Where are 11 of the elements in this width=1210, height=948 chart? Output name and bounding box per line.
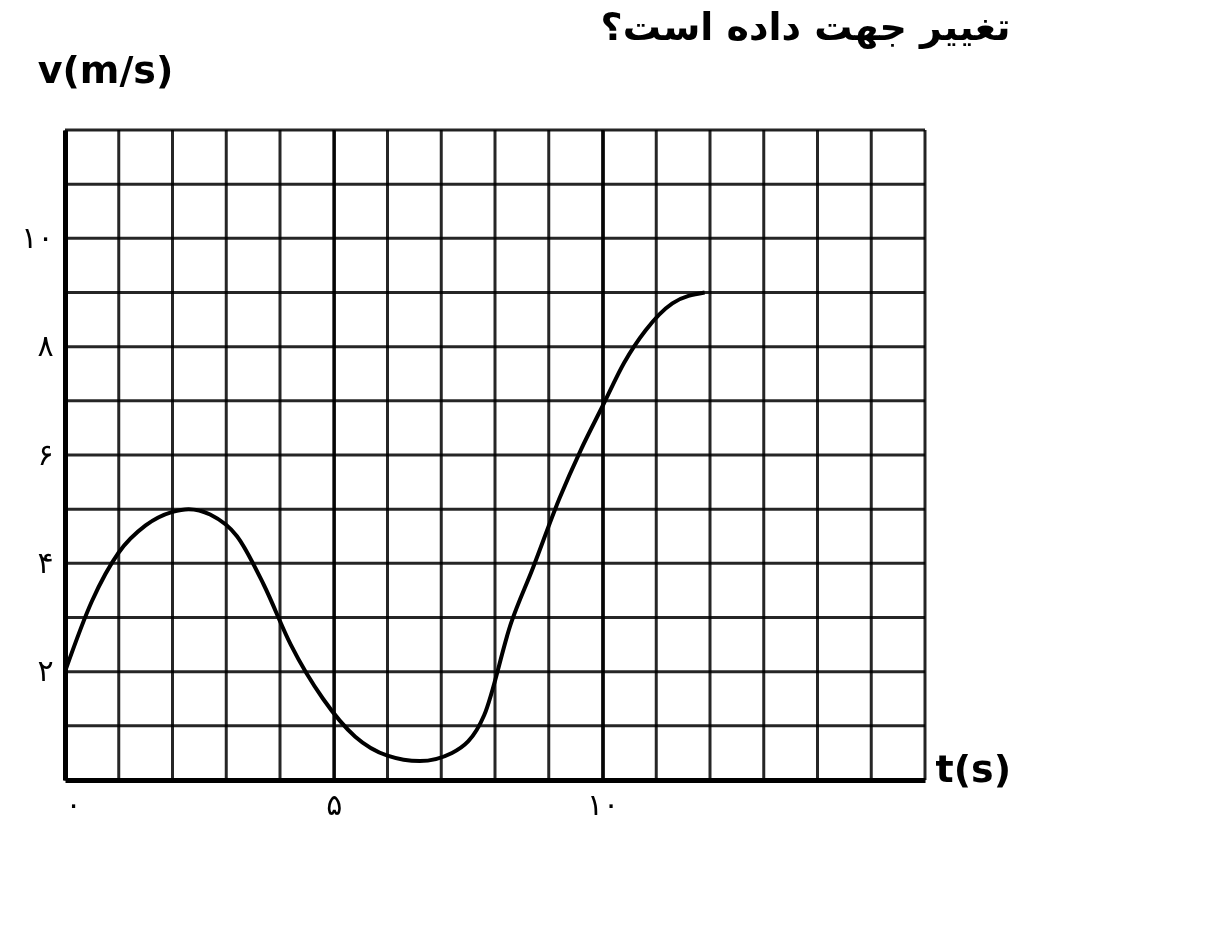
x-tick-label: ۰: [65, 786, 82, 822]
chart-title: تغییر جهت داده است؟: [600, 5, 1011, 49]
x-axis-title: t(s): [935, 746, 1012, 791]
y-tick-label: ۸: [37, 328, 54, 364]
y-tick-label: ۱۰: [21, 219, 54, 255]
x-tick-label: ۵: [326, 786, 343, 822]
y-tick-label: ۶: [37, 436, 54, 472]
x-tick-label: ۱۰: [586, 786, 620, 822]
y-tick-label: ۴: [37, 544, 54, 580]
y-tick-label: ۲: [37, 653, 54, 689]
y-axis-title: v(m/s): [37, 47, 174, 92]
